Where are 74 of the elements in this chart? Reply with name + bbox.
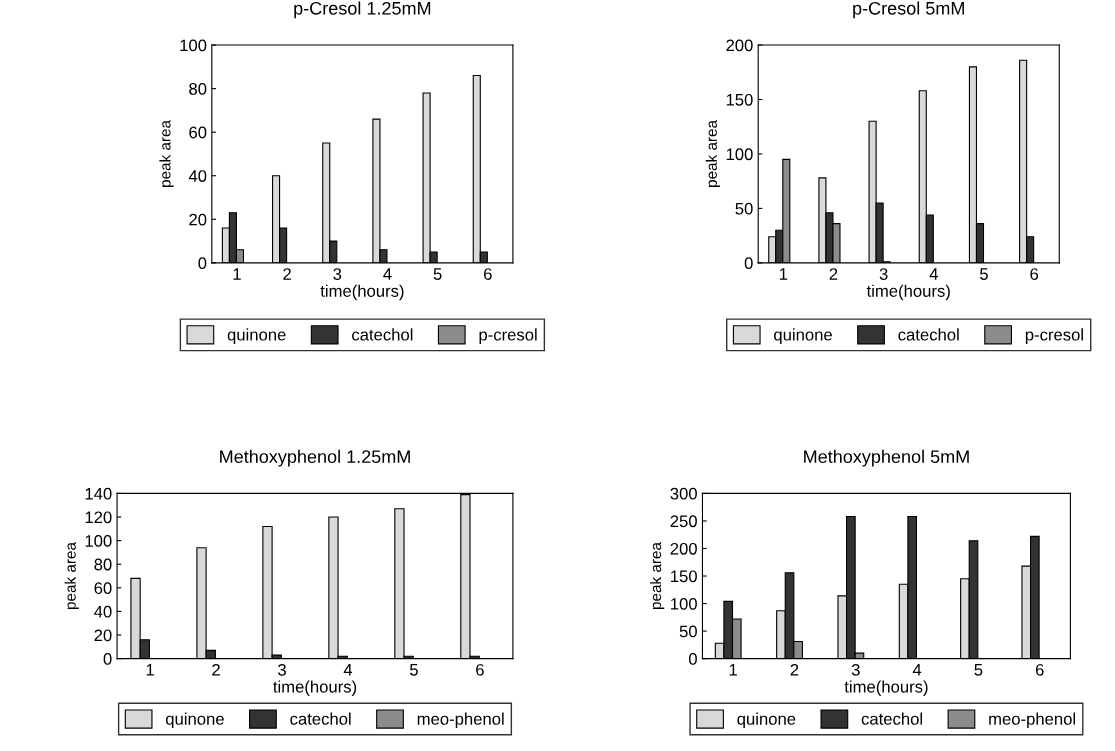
x-tick-label: 4 — [929, 268, 938, 280]
x-tick-label: 1 — [146, 664, 154, 676]
x-tick-label: 4 — [343, 664, 353, 676]
x-tick-label: 5 — [433, 268, 442, 280]
y-tick-label: 140 — [85, 487, 112, 500]
x-tick-label: 2 — [829, 268, 838, 280]
legend-label: meo-phenol — [989, 712, 1076, 729]
chart-title: Methoxyphenol 5mM — [804, 449, 969, 467]
x-axis-title: time(hours) — [866, 284, 950, 301]
y-tick-label: 100 — [671, 597, 697, 610]
legend-label: quinone — [227, 328, 286, 344]
x-tick-label: 3 — [879, 268, 888, 280]
y-tick-label: 50 — [679, 625, 697, 638]
legend-label: p-cresol — [1025, 328, 1083, 344]
chart-title: p-Cresol 1.25mM — [294, 1, 431, 19]
y-tick-label: 20 — [94, 629, 112, 642]
y-tick-label: 50 — [735, 202, 753, 215]
y-tick-label: 80 — [189, 83, 207, 95]
x-tick-label: 3 — [278, 663, 286, 676]
legend-label: quinone — [774, 328, 832, 344]
chart-title: p-Cresol 5mM — [853, 1, 964, 19]
x-tick-label: 2 — [790, 663, 799, 676]
y-tick-label: 0 — [198, 257, 207, 270]
y-tick-label: 250 — [670, 515, 697, 528]
y-tick-label: 80 — [94, 558, 112, 571]
y-tick-label: 100 — [85, 535, 112, 547]
y-tick-label: 40 — [94, 605, 112, 618]
y-tick-label: 150 — [726, 93, 753, 106]
x-tick-label: 4 — [383, 268, 392, 280]
x-axis-title: time(hours) — [844, 680, 928, 696]
chart-title: Methoxyphenol 1.25mM — [220, 449, 410, 467]
y-axis-title: peak area — [649, 542, 665, 609]
legend-label: quinone — [165, 712, 224, 729]
x-tick-label: 5 — [409, 664, 418, 676]
x-tick-label: 6 — [484, 268, 492, 280]
y-axis-title: peak area — [705, 119, 720, 187]
y-tick-label: 100 — [726, 148, 753, 161]
x-tick-label: 6 — [1030, 268, 1039, 280]
x-tick-label: 2 — [212, 663, 220, 676]
x-tick-label: 1 — [233, 268, 241, 280]
y-axis-title: peak area — [159, 119, 174, 187]
y-tick-label: 60 — [94, 582, 112, 595]
legend-label: meo-phenol — [417, 712, 504, 729]
x-tick-label: 5 — [980, 268, 988, 280]
y-tick-label: 40 — [188, 170, 207, 182]
y-tick-label: 0 — [103, 653, 112, 665]
x-axis-title: time(hours) — [273, 680, 357, 696]
y-tick-label: 0 — [744, 257, 753, 270]
x-tick-label: 2 — [283, 268, 291, 280]
y-tick-label: 0 — [688, 653, 697, 665]
legend-label: p-cresol — [479, 328, 537, 344]
x-tick-label: 5 — [974, 664, 983, 676]
y-tick-label: 100 — [180, 39, 207, 52]
y-tick-label: 120 — [85, 511, 112, 524]
legend-label: catechol — [898, 328, 959, 341]
legend-label: catechol — [861, 712, 922, 725]
y-tick-label: 200 — [726, 39, 753, 52]
legend-label: catechol — [290, 712, 351, 725]
y-tick-label: 20 — [189, 213, 207, 226]
y-tick-label: 200 — [670, 542, 697, 555]
x-tick-label: 1 — [729, 664, 737, 676]
y-tick-label: 150 — [671, 570, 697, 583]
x-tick-label: 4 — [912, 664, 922, 676]
x-tick-label: 3 — [851, 663, 860, 676]
x-tick-label: 1 — [779, 268, 788, 280]
legend-label: catechol — [352, 328, 413, 341]
y-tick-label: 300 — [670, 487, 697, 500]
legend-label: quinone — [737, 712, 796, 729]
x-tick-label: 6 — [1035, 663, 1044, 676]
x-axis-title: time(hours) — [320, 284, 404, 301]
y-axis-title: peak area — [64, 542, 79, 609]
x-tick-label: 3 — [333, 268, 342, 280]
x-tick-label: 6 — [476, 663, 484, 676]
y-tick-label: 60 — [189, 126, 207, 139]
